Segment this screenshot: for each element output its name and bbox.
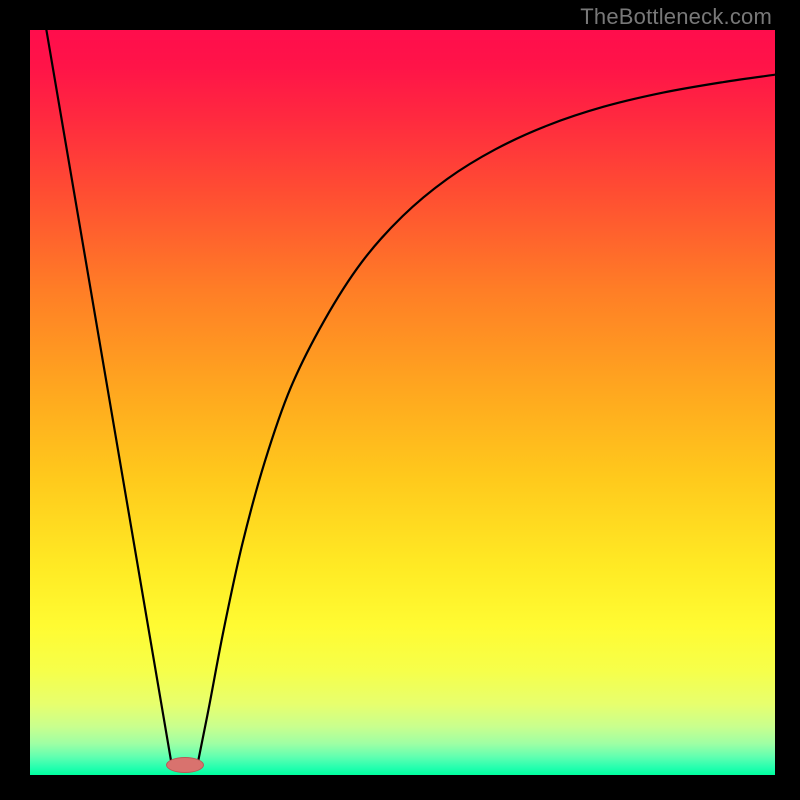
curve-left-line: [46, 30, 171, 764]
plot-area: [30, 30, 775, 775]
curve-right: [198, 75, 775, 764]
curve-svg: [30, 30, 775, 775]
watermark-text: TheBottleneck.com: [580, 4, 772, 30]
